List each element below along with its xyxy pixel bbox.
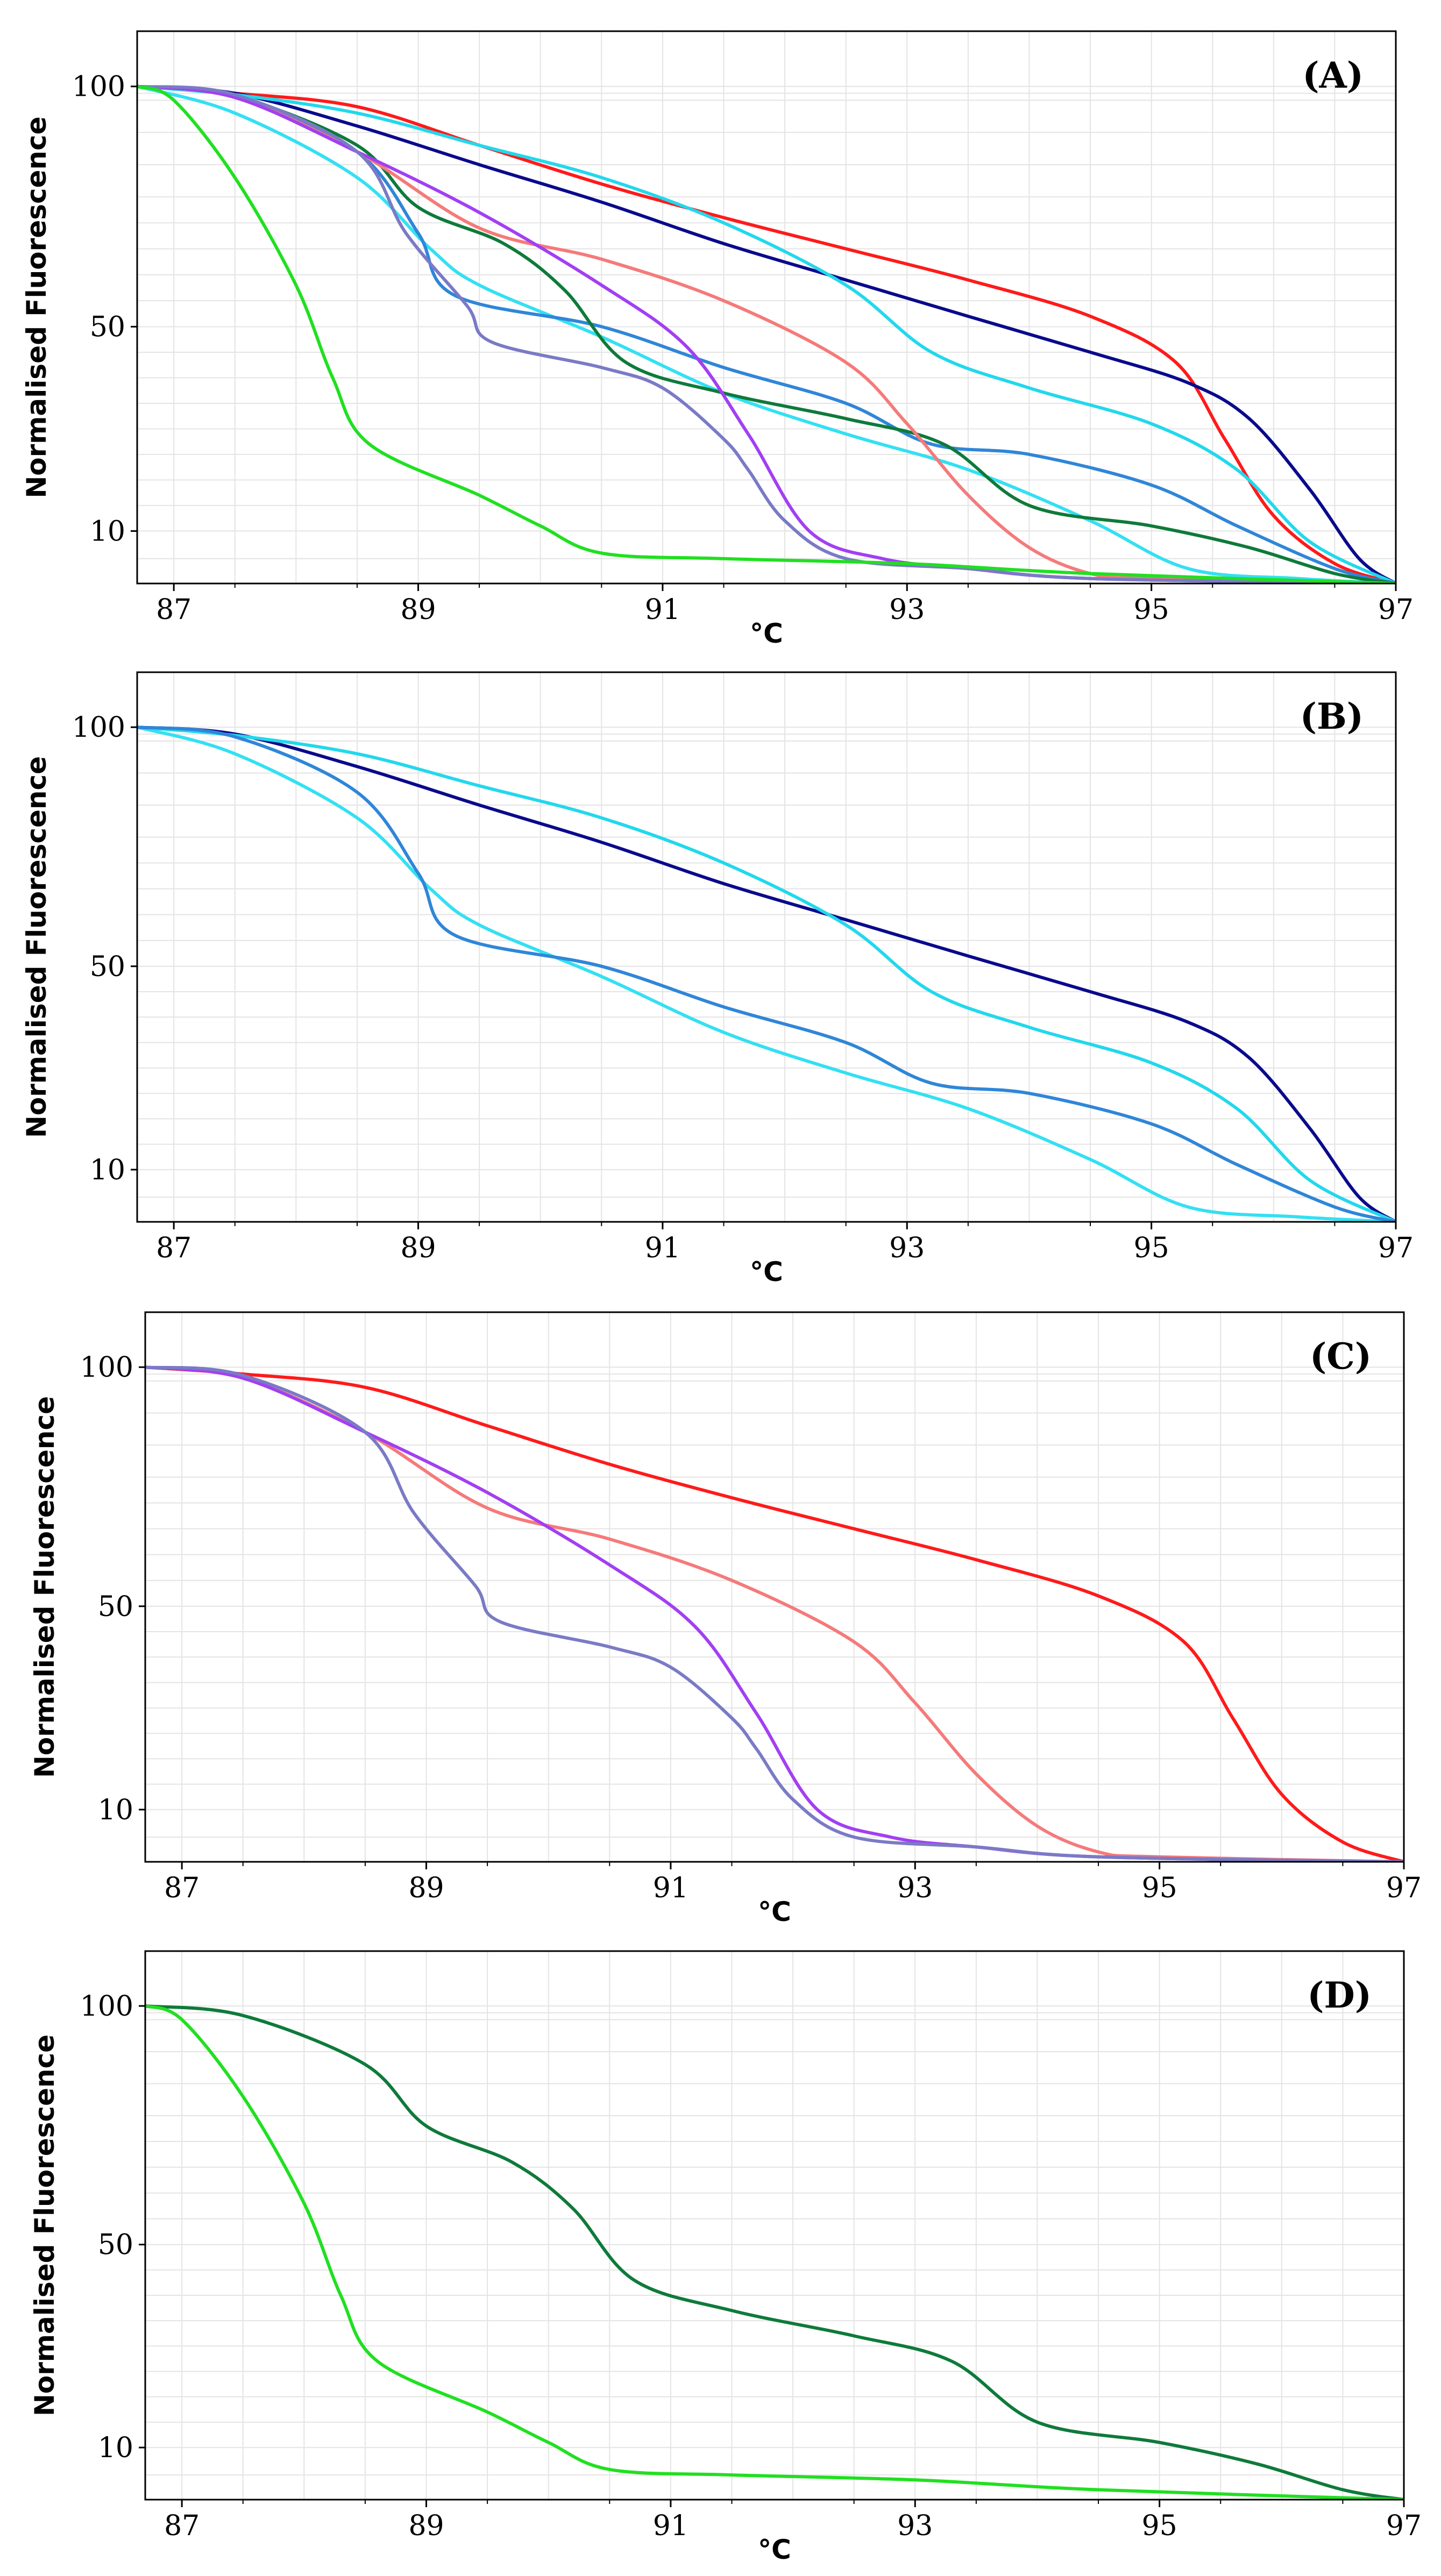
x-tick-label: 91: [645, 594, 680, 626]
series-line-lavender: [137, 84, 1396, 583]
y-axis-title: Normalised Fluorescence: [29, 1396, 60, 1778]
plot-frame: [144, 1950, 1405, 2501]
series-line-lavender: [145, 1365, 1404, 1862]
series-line-red: [145, 1365, 1404, 1862]
x-tick-label: 91: [653, 1872, 688, 1904]
panel-label: (A): [1302, 54, 1364, 96]
series-line-purple: [145, 1365, 1404, 1862]
x-tick-label: 95: [1142, 2510, 1177, 2542]
series-line-blue: [137, 725, 1396, 1222]
x-tick-label: 91: [653, 2510, 688, 2542]
series-line-green: [145, 2004, 1404, 2500]
y-axis-title: Normalised Fluorescence: [21, 116, 52, 498]
y-tick-label: 50: [98, 2229, 133, 2261]
plot-frame: [136, 30, 1397, 585]
y-tick-label: 50: [98, 1591, 133, 1623]
gridlines: [145, 1951, 1404, 2500]
chart-panel-d: 87 89 91 93 95 97 10 50 100 °C Normalised Fluoresc…: [29, 1950, 1422, 2565]
x-tick-label: 95: [1142, 1872, 1177, 1904]
series-group: [145, 2004, 1404, 2500]
series-line-cyan-2: [137, 725, 1396, 1222]
y-tick-label: 50: [90, 951, 125, 983]
series-line-green: [137, 84, 1396, 583]
chart-panel-a: 87 89 91 93 95 97 10 50 100 °C Normalised Fluoresc…: [21, 30, 1414, 649]
x-tick-label: 93: [897, 2510, 933, 2542]
x-tick-label: 95: [1134, 594, 1169, 626]
y-tick-label: 10: [90, 515, 125, 547]
chart-panel-c: 87 89 91 93 95 97 10 50 100 °C Normalised Fluoresc…: [29, 1311, 1422, 1927]
x-tick-label: 89: [400, 1232, 436, 1264]
series-group: [145, 1365, 1404, 1862]
gridlines: [137, 672, 1396, 1222]
x-tick-label: 97: [1386, 1872, 1422, 1904]
x-tick-label: 93: [897, 1872, 933, 1904]
series-line-navy: [137, 725, 1396, 1222]
series-group: [137, 84, 1396, 583]
y-tick-label: 100: [72, 71, 125, 103]
plot-frame: [144, 1311, 1405, 1863]
y-tick-label: 10: [98, 1794, 133, 1826]
y-tick-label: 100: [72, 711, 125, 744]
y-tick-label: 50: [90, 311, 125, 343]
y-tick-label: 100: [80, 1351, 133, 1384]
series-line-navy: [137, 84, 1396, 583]
x-tick-label: 87: [164, 2510, 200, 2542]
x-tick-label: 89: [408, 1872, 444, 1904]
y-axis-title: Normalised Fluorescence: [21, 756, 52, 1138]
series-line-blue: [137, 84, 1396, 583]
x-axis-title: °C: [758, 1896, 791, 1927]
x-axis-title: °C: [750, 618, 783, 649]
gridlines: [137, 31, 1396, 584]
x-tick-label: 89: [400, 594, 436, 626]
x-tick-label: 91: [645, 1232, 680, 1264]
y-axis-title: Normalised Fluorescence: [29, 2034, 60, 2416]
x-tick-label: 87: [156, 1232, 191, 1264]
x-tick-label: 93: [889, 1232, 925, 1264]
y-tick-label: 100: [80, 1990, 133, 2023]
x-tick-label: 97: [1386, 2510, 1422, 2542]
series-line-dark-green: [145, 2004, 1404, 2500]
series-line-cyan-1: [137, 84, 1396, 583]
y-tick-label: 10: [98, 2432, 133, 2464]
panel-label: (B): [1300, 695, 1364, 737]
series-line-salmon: [145, 1365, 1404, 1862]
x-tick-label: 93: [889, 594, 925, 626]
chart-panel-b: 87 89 91 93 95 97 10 50 100 °C Normalised Fluoresc…: [21, 671, 1414, 1287]
x-tick-label: 95: [1134, 1232, 1169, 1264]
panel-label: (C): [1310, 1335, 1372, 1377]
series-group: [137, 725, 1396, 1222]
plot-frame: [136, 671, 1397, 1223]
x-axis-title: °C: [758, 2534, 791, 2565]
panel-label: (D): [1307, 1974, 1372, 2016]
x-tick-label: 87: [156, 594, 191, 626]
gridlines: [145, 1312, 1404, 1862]
x-axis-title: °C: [750, 1256, 783, 1287]
y-tick-label: 10: [90, 1154, 125, 1186]
x-tick-label: 97: [1378, 594, 1414, 626]
x-tick-label: 87: [164, 1872, 200, 1904]
x-tick-label: 89: [408, 2510, 444, 2542]
series-line-cyan-1: [137, 725, 1396, 1222]
x-tick-label: 97: [1378, 1232, 1414, 1264]
